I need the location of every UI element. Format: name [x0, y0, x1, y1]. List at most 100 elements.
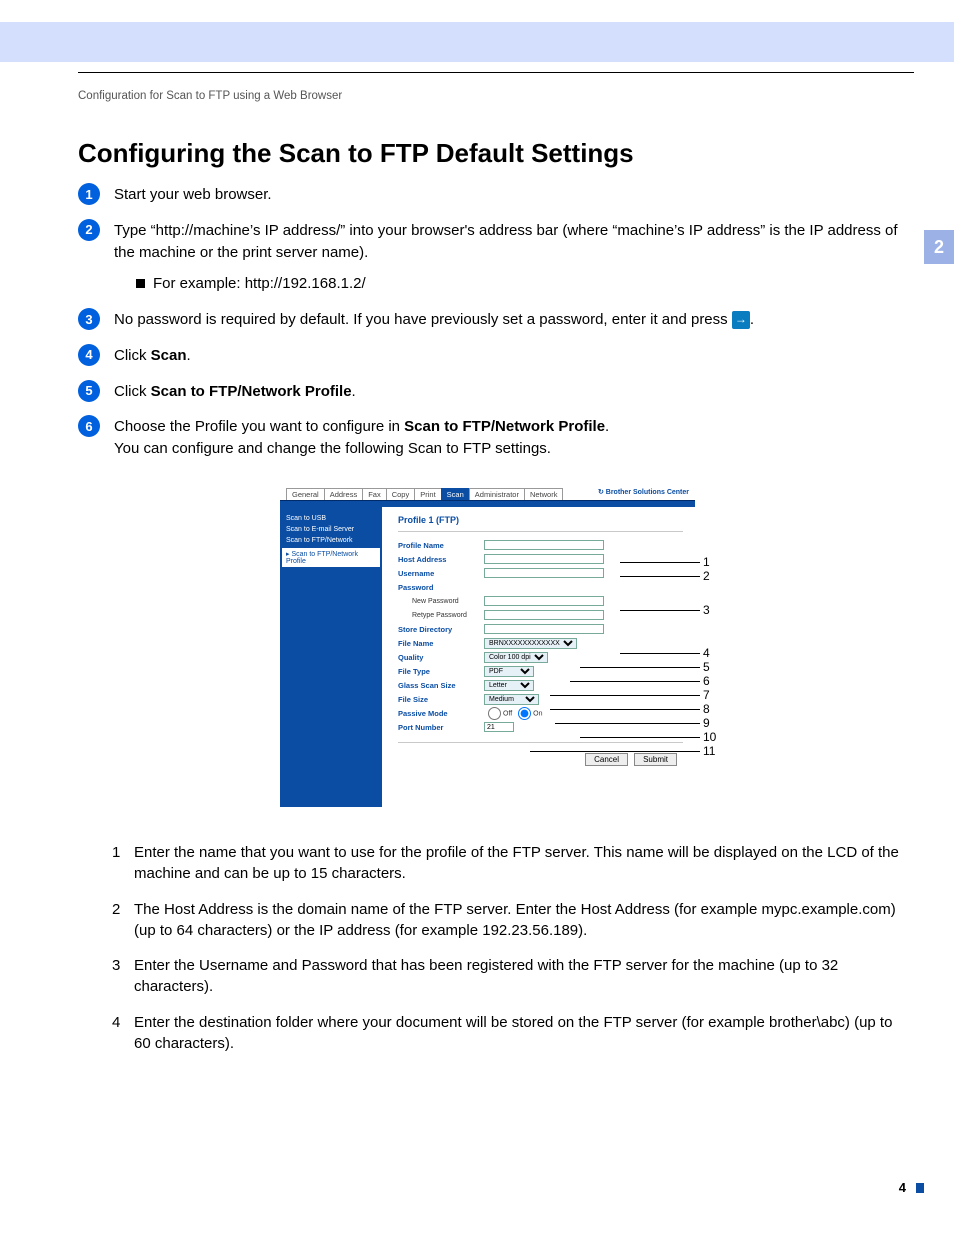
page-title: Configuring the Scan to FTP Default Sett…	[78, 138, 634, 169]
step-bullet-4: 4	[78, 344, 100, 366]
desc-3: 3 Enter the Username and Password that h…	[112, 955, 906, 998]
glass-scan-size-label: Glass Scan Size	[398, 681, 484, 690]
step-bullet-3: 3	[78, 308, 100, 330]
ss-main: Profile 1 (FTP) Profile Name Host Addres…	[382, 507, 695, 807]
row-quality: Quality Color 100 dpi	[398, 650, 683, 664]
desc-1-num: 1	[112, 842, 134, 885]
step-6a-post: .	[605, 418, 609, 435]
desc-4-num: 4	[112, 1012, 134, 1055]
glass-scan-size-select[interactable]: Letter	[484, 680, 534, 691]
step-4: 4 Click Scan.	[78, 345, 906, 367]
desc-2-num: 2	[112, 899, 134, 942]
store-directory-label: Store Directory	[398, 625, 484, 634]
tab-scan[interactable]: Scan	[441, 488, 470, 500]
brother-logo-text: Brother Solutions Center	[606, 489, 689, 496]
username-input[interactable]	[484, 568, 604, 578]
new-password-label: New Password	[398, 598, 484, 605]
step-3b: .	[750, 311, 754, 328]
quality-label: Quality	[398, 653, 484, 662]
store-directory-input[interactable]	[484, 624, 604, 634]
step-5-post: .	[352, 383, 356, 400]
desc-1: 1 Enter the name that you want to use fo…	[112, 842, 906, 885]
breadcrumb: Configuration for Scan to FTP using a We…	[78, 90, 342, 102]
desc-2: 2 The Host Address is the domain name of…	[112, 899, 906, 942]
tab-address[interactable]: Address	[324, 488, 364, 500]
desc-2-text: The Host Address is the domain name of t…	[134, 899, 906, 942]
row-file-size: File Size Medium	[398, 692, 683, 706]
file-name-label: File Name	[398, 639, 484, 648]
row-retype-password: Retype Password	[398, 608, 683, 622]
desc-4: 4 Enter the destination folder where you…	[112, 1012, 906, 1055]
step-6a-bold: Scan to FTP/Network Profile	[404, 418, 605, 435]
sidebar-scan-to-ftp-network[interactable]: Scan to FTP/Network	[286, 535, 376, 546]
tab-fax[interactable]: Fax	[362, 488, 387, 500]
new-password-input[interactable]	[484, 596, 604, 606]
username-label: Username	[398, 569, 484, 578]
desc-4-text: Enter the destination folder where your …	[134, 1012, 906, 1055]
tab-network[interactable]: Network	[524, 488, 564, 500]
page-rule	[78, 72, 914, 73]
tab-copy[interactable]: Copy	[386, 488, 416, 500]
quality-select[interactable]: Color 100 dpi	[484, 652, 548, 663]
form-title: Profile 1 (FTP)	[398, 515, 683, 525]
step-2-example: For example: http://192.168.1.2/	[136, 273, 906, 295]
step-bullet-2: 2	[78, 219, 100, 241]
desc-3-num: 3	[112, 955, 134, 998]
chapter-tab: 2	[924, 230, 954, 264]
step-1-text: Start your web browser.	[114, 184, 272, 206]
row-port-number: Port Number	[398, 720, 683, 734]
cancel-button[interactable]: Cancel	[585, 753, 628, 766]
step-2-example-text: For example: http://192.168.1.2/	[153, 275, 366, 292]
row-glass-scan-size: Glass Scan Size Letter	[398, 678, 683, 692]
step-bullet-5: 5	[78, 380, 100, 402]
sidebar-scan-to-email[interactable]: Scan to E-mail Server	[286, 524, 376, 535]
step-2-body: Type “http://machine’s IP address/” into…	[114, 222, 898, 261]
step-3: 3 No password is required by default. If…	[78, 309, 906, 331]
step-6-text: Choose the Profile you want to configure…	[114, 416, 609, 460]
square-bullet-icon	[136, 279, 145, 288]
tab-administrator[interactable]: Administrator	[469, 488, 525, 500]
step-5-text: Click Scan to FTP/Network Profile.	[114, 381, 356, 403]
step-bullet-1: 1	[78, 183, 100, 205]
ss-hr1	[398, 531, 683, 532]
brother-logo: ↻ Brother Solutions Center	[598, 488, 689, 496]
passive-on-radio[interactable]	[518, 707, 531, 720]
file-name-select[interactable]: BRNXXXXXXXXXXXX	[484, 638, 577, 649]
passive-mode-radios: Off On	[484, 707, 543, 720]
row-file-type: File Type PDF	[398, 664, 683, 678]
step-6a-pre: Choose the Profile you want to configure…	[114, 418, 404, 435]
step-4-text: Click Scan.	[114, 345, 191, 367]
tab-general[interactable]: General	[286, 488, 325, 500]
submit-button[interactable]: Submit	[634, 753, 677, 766]
ss-body: Scan to USB Scan to E-mail Server Scan t…	[280, 507, 695, 807]
password-label: Password	[398, 583, 484, 592]
ss-sidebar: Scan to USB Scan to E-mail Server Scan t…	[280, 507, 382, 807]
row-passive-mode: Passive Mode Off On	[398, 706, 683, 720]
row-profile-name: Profile Name	[398, 538, 683, 552]
sidebar-scan-to-ftp-profile[interactable]: ▸ Scan to FTP/Network Profile	[282, 548, 380, 567]
desc-3-text: Enter the Username and Password that has…	[134, 955, 906, 998]
file-type-select[interactable]: PDF	[484, 666, 534, 677]
step-3a: No password is required by default. If y…	[114, 311, 732, 328]
port-number-input[interactable]	[484, 722, 514, 732]
step-3-text: No password is required by default. If y…	[114, 309, 754, 331]
step-1: 1 Start your web browser.	[78, 184, 906, 206]
row-host-address: Host Address	[398, 552, 683, 566]
step-4-post: .	[187, 347, 191, 364]
profile-name-input[interactable]	[484, 540, 604, 550]
host-address-label: Host Address	[398, 555, 484, 564]
row-file-name: File Name BRNXXXXXXXXXXXX	[398, 636, 683, 650]
passive-on-label: On	[533, 710, 542, 717]
host-address-input[interactable]	[484, 554, 604, 564]
file-size-select[interactable]: Medium	[484, 694, 539, 705]
retype-password-label: Retype Password	[398, 612, 484, 619]
row-new-password: New Password	[398, 594, 683, 608]
passive-off-radio[interactable]	[488, 707, 501, 720]
step-6: 6 Choose the Profile you want to configu…	[78, 416, 906, 460]
retype-password-input[interactable]	[484, 610, 604, 620]
tab-print[interactable]: Print	[414, 488, 441, 500]
top-band	[0, 22, 954, 62]
sidebar-scan-to-usb[interactable]: Scan to USB	[286, 513, 376, 524]
step-bullet-6: 6	[78, 415, 100, 437]
steps-list: 1 Start your web browser. 2 Type “http:/…	[78, 184, 906, 474]
